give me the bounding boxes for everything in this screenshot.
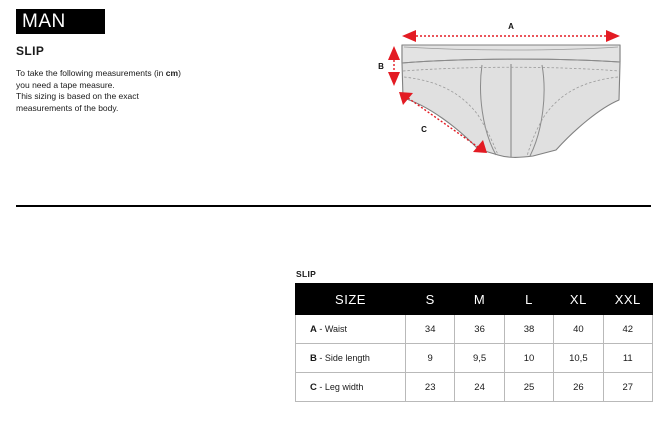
instructions-line-3: This sizing is based on the exact bbox=[16, 91, 139, 101]
instructions-unit: cm bbox=[165, 68, 179, 78]
measurement-arrow-c: C bbox=[399, 92, 487, 153]
cell-c-xl: 26 bbox=[553, 372, 604, 402]
arrow-a-head-right bbox=[606, 30, 620, 42]
table-header-row: SIZE S M L XL XXL bbox=[295, 283, 653, 315]
cell-c-s: 23 bbox=[404, 372, 456, 402]
row-name-c: - Leg width bbox=[316, 381, 364, 392]
cell-b-xxl: 11 bbox=[602, 343, 653, 373]
instructions-line-4: measurements of the body. bbox=[16, 102, 119, 113]
row-label-b: B - Side length bbox=[295, 343, 406, 373]
column-header-size: SIZE bbox=[295, 283, 406, 315]
measurement-arrow-a: A bbox=[402, 22, 620, 42]
cell-a-l: 38 bbox=[503, 314, 555, 344]
column-header-s: S bbox=[404, 283, 456, 315]
row-name-a: - Waist bbox=[316, 323, 348, 334]
table-row: A - Waist 34 36 38 40 42 bbox=[295, 314, 653, 344]
row-name-b: - Side length bbox=[316, 352, 370, 363]
row-letter-c: C bbox=[310, 381, 317, 393]
row-label-a: A - Waist bbox=[295, 314, 406, 344]
instructions-text: To take the following measurements (in c… bbox=[16, 68, 231, 114]
brief-illustration-shape bbox=[401, 44, 621, 158]
cell-b-xl: 10,5 bbox=[553, 343, 604, 373]
left-leg-stitch bbox=[403, 76, 499, 156]
garment-diagram: A B C bbox=[370, 8, 640, 173]
arrow-c-label: C bbox=[421, 125, 427, 134]
row-letter-a: A bbox=[310, 323, 317, 335]
row-letter-b: B bbox=[310, 352, 317, 364]
left-panel-seam bbox=[480, 64, 497, 156]
arrow-c-head-bottom bbox=[473, 140, 487, 153]
right-leg-stitch bbox=[526, 76, 619, 157]
cell-a-s: 34 bbox=[404, 314, 456, 344]
table-row: C - Leg width 23 24 25 26 27 bbox=[295, 372, 653, 402]
arrow-a-label: A bbox=[508, 22, 514, 31]
cell-b-l: 10 bbox=[503, 343, 555, 373]
cell-a-m: 36 bbox=[454, 314, 505, 344]
measurement-arrow-b: B bbox=[378, 46, 400, 86]
row-label-c: C - Leg width bbox=[295, 372, 406, 402]
cell-c-xxl: 27 bbox=[602, 372, 653, 402]
right-panel-seam bbox=[529, 64, 545, 157]
column-header-m: M bbox=[454, 283, 505, 315]
instructions-line-2: you need a tape measure. bbox=[16, 79, 115, 90]
arrow-c-head-top bbox=[399, 92, 413, 105]
brand-name: MAN bbox=[22, 11, 66, 32]
table-caption: SLIP bbox=[296, 269, 317, 279]
waistband-stitch bbox=[402, 66, 620, 72]
size-chart-table: SIZE S M L XL XXL A - Waist 34 36 38 40 … bbox=[295, 283, 653, 402]
section-divider bbox=[16, 205, 651, 207]
waistband-seam-line bbox=[401, 58, 621, 64]
column-header-xl: XL bbox=[553, 283, 604, 315]
cell-c-m: 24 bbox=[454, 372, 505, 402]
arrow-a-head-left bbox=[402, 30, 416, 42]
table-row: B - Side length 9 9,5 10 10,5 11 bbox=[295, 343, 653, 373]
arrow-b-head-bottom bbox=[388, 72, 400, 86]
page-title: SLIP bbox=[16, 44, 45, 58]
waistband-top-edge bbox=[403, 46, 619, 51]
arrow-b-head-top bbox=[388, 46, 400, 60]
instructions-line-1-end: ) bbox=[178, 68, 181, 78]
cell-a-xxl: 42 bbox=[602, 314, 653, 344]
cell-c-l: 25 bbox=[503, 372, 555, 402]
column-header-l: L bbox=[503, 283, 555, 315]
column-header-xxl: XXL bbox=[602, 283, 653, 315]
cell-b-m: 9,5 bbox=[454, 343, 505, 373]
instructions-line-1-start: To take the following measurements (in bbox=[16, 68, 166, 78]
cell-b-s: 9 bbox=[404, 343, 456, 373]
arrow-b-label: B bbox=[378, 62, 384, 71]
brand-logo-box: MAN bbox=[16, 9, 105, 34]
cell-a-xl: 40 bbox=[553, 314, 604, 344]
